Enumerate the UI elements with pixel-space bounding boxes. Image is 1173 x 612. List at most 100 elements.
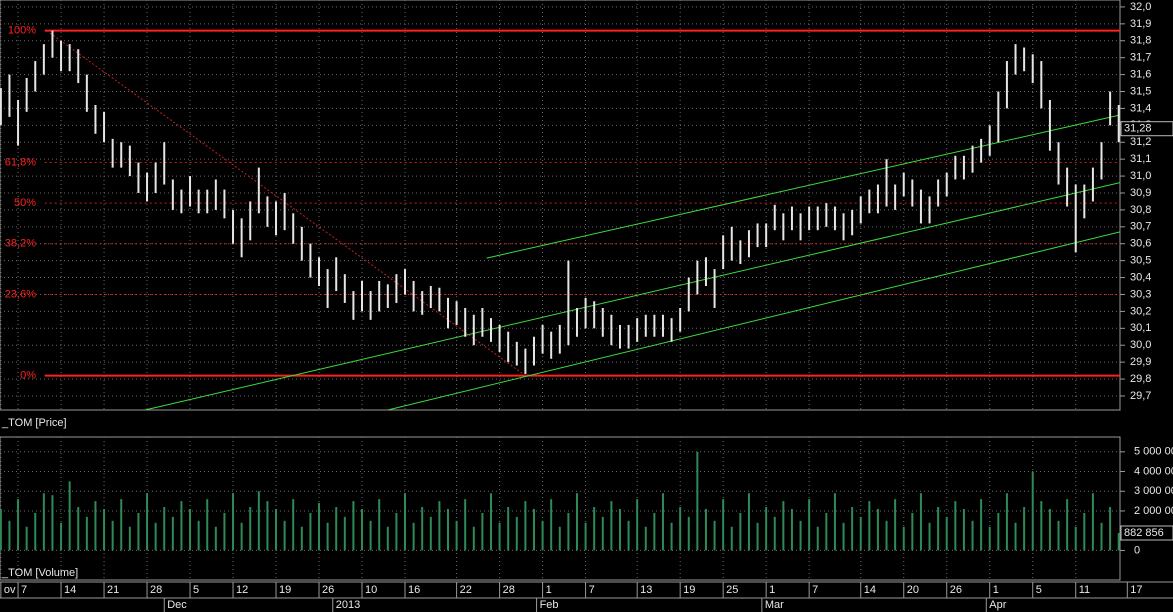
- y-tick-label: 31,9: [1130, 18, 1151, 30]
- volume-bar: [498, 522, 501, 551]
- y-tick-label: 30,1: [1130, 322, 1151, 334]
- volume-bar: [137, 512, 140, 551]
- volume-bar: [790, 508, 793, 551]
- y-tick-label: 29,7: [1130, 390, 1151, 402]
- volume-plot: [0, 437, 1120, 580]
- volume-bar: [997, 512, 1000, 551]
- x-tick-label: 1: [993, 584, 999, 596]
- y-tick-label: 31,6: [1130, 68, 1151, 80]
- volume-bar: [163, 507, 166, 551]
- volume-bar: [343, 516, 346, 551]
- volume-bar: [111, 520, 114, 551]
- volume-bar: [773, 516, 776, 551]
- x-tick-label: ov: [4, 584, 16, 596]
- volume-bar: [747, 493, 750, 551]
- volume-bar: [472, 526, 475, 551]
- x-tick-label: 14: [864, 584, 876, 596]
- volume-bar: [8, 520, 11, 551]
- volume-bar: [696, 451, 699, 551]
- volume-bar: [782, 501, 785, 551]
- volume-bar: [292, 499, 295, 551]
- volume-bar: [644, 526, 647, 551]
- volume-bar: [1040, 501, 1043, 551]
- volume-bar: [1023, 507, 1026, 551]
- volume-bar: [214, 526, 217, 551]
- volume-bar: [911, 512, 914, 551]
- volume-bar: [825, 512, 828, 551]
- volume-bar: [610, 501, 613, 551]
- volume-bar: [481, 512, 484, 551]
- volume-bar: [765, 507, 768, 551]
- volume-bar: [730, 526, 733, 551]
- volume-bar: [438, 501, 441, 551]
- price-pane-title: _TOM [Price]: [1, 417, 67, 429]
- volume-bar: [980, 499, 983, 551]
- volume-bar: [249, 507, 252, 551]
- volume-bar: [1014, 522, 1017, 551]
- volume-bar: [670, 522, 673, 551]
- y-tick-label: 31,7: [1130, 52, 1151, 64]
- volume-bar: [885, 520, 888, 551]
- volume-bar: [257, 491, 260, 551]
- fib-label: 23,6%: [5, 288, 36, 300]
- volume-bar: [894, 499, 897, 551]
- volume-bar: [77, 507, 80, 551]
- volume-bar: [507, 507, 510, 551]
- volume-bar: [988, 526, 991, 551]
- volume-bar: [1057, 520, 1060, 551]
- last-value-label: 882 856: [1124, 527, 1164, 539]
- volume-bar: [1117, 533, 1120, 551]
- volume-bar: [1048, 508, 1051, 551]
- x-tick-label: 7: [589, 584, 595, 596]
- volume-bar: [464, 499, 467, 551]
- month-label: Apr: [989, 599, 1006, 611]
- volume-bar: [326, 522, 329, 551]
- volume-bar: [1005, 493, 1008, 551]
- x-tick-label: 7: [812, 584, 818, 596]
- x-tick-label: 5: [1036, 584, 1042, 596]
- volume-bar: [103, 508, 106, 551]
- y-tick-label: 32,0: [1130, 1, 1151, 13]
- x-tick-label: 17: [1130, 584, 1142, 596]
- month-label: Dec: [167, 599, 187, 611]
- price-plot: 100% 61,8% 50% 38,2% 23,6% 0%: [0, 0, 1120, 410]
- trend-line: [486, 114, 1120, 259]
- y-tick-label: 30,2: [1130, 305, 1151, 317]
- y-tick-label: 29,9: [1130, 356, 1151, 368]
- volume-bar: [180, 501, 183, 551]
- volume-bar: [489, 493, 492, 551]
- x-tick-label: 22: [460, 584, 472, 596]
- month-label: Mar: [765, 599, 784, 611]
- x-tick-label: 1: [769, 584, 775, 596]
- volume-bar: [704, 508, 707, 551]
- volume-bar: [17, 499, 20, 551]
- x-tick-label: 26: [950, 584, 962, 596]
- volume-bar: [240, 522, 243, 551]
- x-tick-label: 25: [726, 584, 738, 596]
- volume-bar: [146, 493, 149, 551]
- volume-bar: [722, 499, 725, 551]
- volume-bar: [799, 520, 802, 551]
- volume-bar: [94, 501, 97, 551]
- volume-bar: [412, 522, 415, 551]
- volume-bar: [971, 520, 974, 551]
- x-tick-label: 19: [683, 584, 695, 596]
- volume-bar: [128, 526, 131, 551]
- month-label: Feb: [540, 599, 559, 611]
- volume-bar: [1083, 512, 1086, 551]
- y-tick-label: 30,5: [1130, 255, 1151, 267]
- x-tick-label: 10: [365, 584, 377, 596]
- y-tick-label: 0: [1134, 544, 1140, 556]
- x-tick-label: 7: [21, 584, 27, 596]
- volume-bar: [550, 499, 553, 551]
- volume-bar: [361, 508, 364, 551]
- y-tick-label: 31,2: [1130, 136, 1151, 148]
- volume-bar: [154, 522, 157, 551]
- y-tick-label: 3 000 00: [1134, 485, 1173, 497]
- volume-bar: [713, 520, 716, 551]
- volume-bar: [902, 526, 905, 551]
- x-tick-label: 11: [1079, 584, 1090, 596]
- volume-bar: [0, 508, 2, 551]
- volume-bar: [851, 507, 854, 551]
